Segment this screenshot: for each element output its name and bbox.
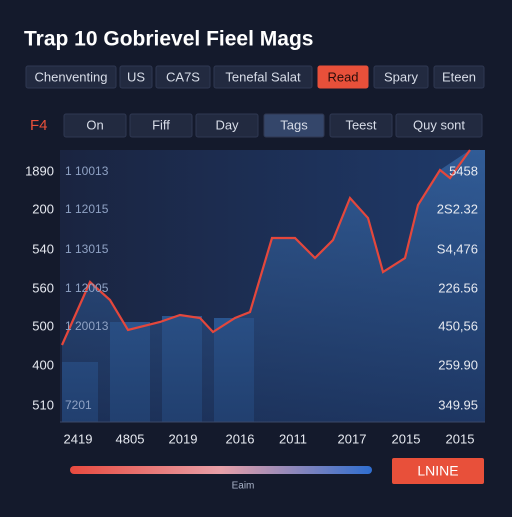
title: Trap 10 Gobrievel Fieel Mags bbox=[24, 28, 313, 51]
right-label: 450,56 bbox=[438, 318, 478, 333]
option-label[interactable]: Day bbox=[215, 117, 239, 132]
tab-bg[interactable] bbox=[119, 65, 153, 89]
area-shape bbox=[62, 150, 485, 422]
filter-option[interactable]: Fiff bbox=[129, 113, 193, 138]
tab-label[interactable]: Spary bbox=[384, 69, 418, 84]
option-bg[interactable] bbox=[129, 113, 193, 138]
filter-row: F4 On Fiff Day Tags Teest Quy sont bbox=[30, 113, 483, 138]
x-label: 2016 bbox=[226, 431, 255, 446]
button-bg[interactable] bbox=[392, 458, 484, 484]
option-label[interactable]: Fiff bbox=[152, 117, 170, 132]
option-bg[interactable] bbox=[195, 113, 259, 138]
left-label: 400 bbox=[32, 357, 54, 372]
right-label: 259.90 bbox=[438, 357, 478, 372]
option-bg[interactable] bbox=[263, 113, 325, 138]
x-label: 2015 bbox=[392, 431, 421, 446]
legend-bar bbox=[70, 466, 372, 474]
right-label: 226.56 bbox=[438, 280, 478, 295]
option-bg[interactable] bbox=[63, 113, 127, 138]
x-label: 2015 bbox=[446, 431, 475, 446]
option-label[interactable]: Teest bbox=[345, 117, 376, 132]
filter-option[interactable]: Quy sont bbox=[395, 113, 483, 138]
tab-row: Chenventing US CA7S Tenefal Salat Read Spary E… bbox=[25, 65, 485, 89]
option-bg[interactable] bbox=[329, 113, 393, 138]
option-label[interactable]: Quy sont bbox=[413, 117, 465, 132]
inner-label: 1 13015 bbox=[65, 242, 109, 256]
chart-labels: 1890 200 540 560 500 400 510 1 10013 1 12015 1 13… bbox=[25, 163, 478, 446]
tab[interactable]: US bbox=[119, 65, 153, 89]
tab[interactable]: Read bbox=[317, 65, 369, 89]
right-label: S4,476 bbox=[437, 241, 478, 256]
option-label[interactable]: On bbox=[86, 117, 103, 132]
x-label: 2019 bbox=[169, 431, 198, 446]
right-label: 2S2.32 bbox=[437, 201, 478, 216]
filter-option[interactable]: Tags bbox=[263, 113, 325, 138]
right-label: 5458 bbox=[449, 163, 478, 178]
inner-label: 1 12015 bbox=[65, 202, 109, 216]
tab-bg[interactable] bbox=[433, 65, 485, 89]
filter-option[interactable]: On bbox=[63, 113, 127, 138]
button-label[interactable]: LNINE bbox=[417, 463, 458, 479]
left-label: 510 bbox=[32, 397, 54, 412]
tab-bg[interactable] bbox=[25, 65, 117, 89]
right-label: 349.95 bbox=[438, 397, 478, 412]
tab-bg[interactable] bbox=[317, 65, 369, 89]
line-shape bbox=[60, 149, 471, 346]
tab-bg[interactable] bbox=[373, 65, 429, 89]
left-label: 560 bbox=[32, 280, 54, 295]
tab-label[interactable]: US bbox=[127, 69, 145, 84]
tab-bg[interactable] bbox=[155, 65, 211, 89]
inner-label: 7201 bbox=[65, 398, 92, 412]
tab[interactable]: Spary bbox=[373, 65, 429, 89]
tab-bg[interactable] bbox=[213, 65, 313, 89]
left-label: 1890 bbox=[25, 163, 54, 178]
left-label: 200 bbox=[32, 201, 54, 216]
left-label: 500 bbox=[32, 318, 54, 333]
option-bg[interactable] bbox=[395, 113, 483, 138]
inner-label: 1 12005 bbox=[65, 281, 109, 295]
tab[interactable]: CA7S bbox=[155, 65, 211, 89]
tab[interactable]: Tenefal Salat bbox=[213, 65, 313, 89]
tab[interactable]: Chenventing bbox=[25, 65, 117, 89]
tab[interactable]: Eteen bbox=[433, 65, 485, 89]
option-label[interactable]: Tags bbox=[280, 117, 308, 132]
inner-label: 1 10013 bbox=[65, 164, 109, 178]
x-label: 2017 bbox=[338, 431, 367, 446]
filter-option[interactable]: Day bbox=[195, 113, 259, 138]
filter-label: F4 bbox=[30, 117, 48, 134]
left-label: 540 bbox=[32, 241, 54, 256]
inner-label: 1 20013 bbox=[65, 319, 109, 333]
tab-label[interactable]: Read bbox=[327, 69, 358, 84]
filter-option[interactable]: Teest bbox=[329, 113, 393, 138]
legend-label: Eaim bbox=[232, 481, 255, 492]
x-label: 2419 bbox=[64, 431, 93, 446]
x-label: 4805 bbox=[116, 431, 145, 446]
button[interactable]: LNINE bbox=[392, 458, 484, 484]
tab-label[interactable]: Tenefal Salat bbox=[225, 69, 301, 84]
x-label: 2011 bbox=[279, 431, 307, 446]
tab-label[interactable]: CA7S bbox=[166, 69, 200, 84]
tab-label[interactable]: Eteen bbox=[442, 69, 476, 84]
tab-label[interactable]: Chenventing bbox=[35, 69, 108, 84]
